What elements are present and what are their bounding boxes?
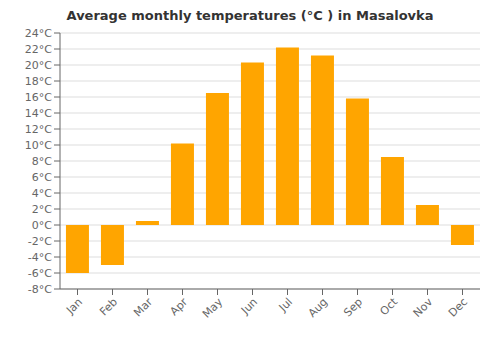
svg-text:Jun: Jun <box>238 295 260 317</box>
svg-text:Dec: Dec <box>446 295 470 319</box>
svg-text:-2°C: -2°C <box>28 235 52 248</box>
svg-text:22°C: 22°C <box>25 43 52 56</box>
svg-text:24°C: 24°C <box>25 27 52 40</box>
svg-text:-4°C: -4°C <box>28 251 52 264</box>
svg-text:18°C: 18°C <box>25 75 52 88</box>
svg-text:Oct: Oct <box>377 295 400 318</box>
svg-text:14°C: 14°C <box>25 107 52 120</box>
svg-text:Nov: Nov <box>411 295 436 320</box>
svg-text:-8°C: -8°C <box>28 283 52 296</box>
svg-text:Jan: Jan <box>63 295 85 317</box>
svg-text:Aug: Aug <box>306 295 330 319</box>
svg-text:2°C: 2°C <box>32 203 52 216</box>
svg-text:Mar: Mar <box>131 295 155 319</box>
svg-text:May: May <box>200 295 226 321</box>
svg-text:16°C: 16°C <box>25 91 52 104</box>
svg-text:-6°C: -6°C <box>28 267 52 280</box>
svg-text:Jul: Jul <box>276 295 295 314</box>
html-text:Average monthly temperatures (: Average monthly temperatures (°C ) in Ma… <box>66 8 434 23</box>
svg-text:Sep: Sep <box>341 295 365 319</box>
svg-text:12°C: 12°C <box>25 123 52 136</box>
svg-text:8°C: 8°C <box>32 155 52 168</box>
svg-text:6°C: 6°C <box>32 171 52 184</box>
svg-text:20°C: 20°C <box>25 59 52 72</box>
svg-text:10°C: 10°C <box>25 139 52 152</box>
svg-text:Feb: Feb <box>97 295 120 318</box>
svg-text:0°C: 0°C <box>32 219 52 232</box>
svg-text:Apr: Apr <box>167 295 190 318</box>
svg-text:4°C: 4°C <box>32 187 52 200</box>
